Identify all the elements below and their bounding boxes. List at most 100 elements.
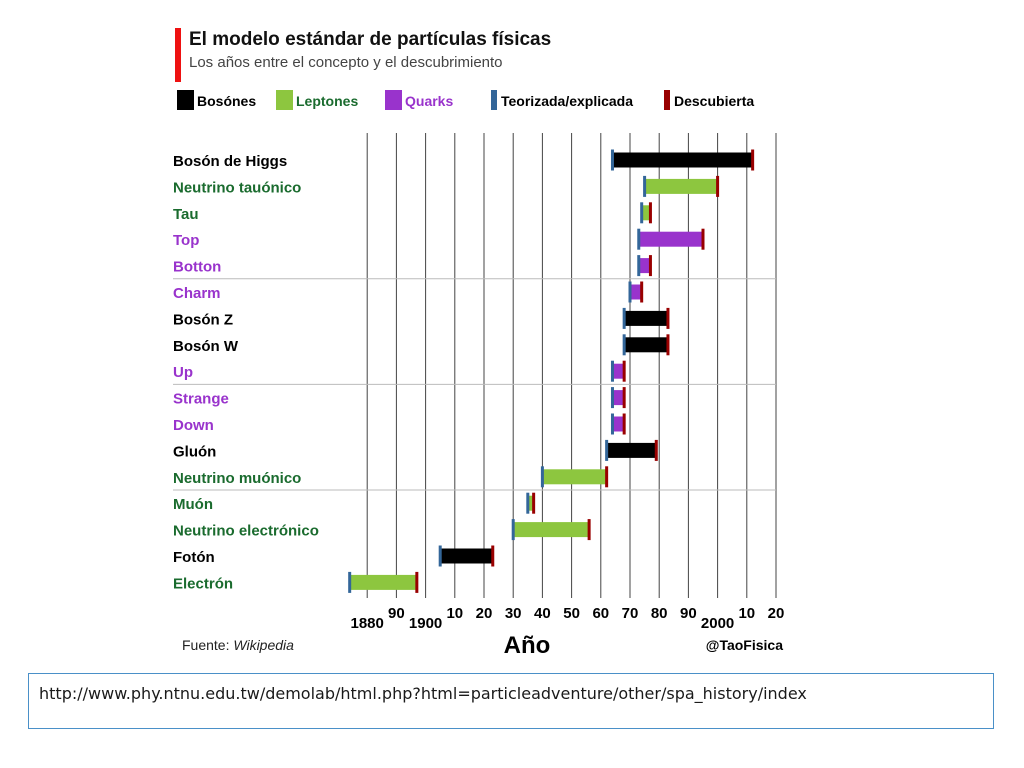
- x-axis-label: Año: [504, 632, 551, 659]
- discovered-marker-4: [648, 255, 652, 277]
- discovered-marker-15: [491, 545, 495, 567]
- x-tick-label-8: 60: [592, 605, 609, 622]
- legend-label-4: Descubierta: [674, 93, 754, 109]
- discovered-marker-5: [640, 281, 644, 303]
- row-label-14: Neutrino electrónico: [173, 523, 319, 540]
- x-tick-label-9: 70: [622, 605, 639, 622]
- discovered-marker-9: [622, 387, 626, 409]
- bar-0: [612, 152, 753, 168]
- discovered-marker-16: [415, 571, 419, 593]
- row-label-7: Bosón W: [173, 338, 239, 355]
- legend-swatch-0: [177, 90, 194, 110]
- discovered-marker-1: [716, 175, 720, 197]
- theorized-marker-1: [643, 175, 647, 197]
- credit-label: @TaoFisica: [706, 637, 783, 653]
- title-accent-bar: [175, 28, 181, 82]
- legend-marker-4: [664, 90, 670, 110]
- x-tick-label-6: 40: [534, 605, 551, 622]
- chart-subtitle: Los años entre el concepto y el descubri…: [189, 54, 503, 71]
- row-label-15: Fotón: [173, 549, 215, 566]
- row-label-8: Up: [173, 364, 193, 381]
- theorized-marker-9: [610, 387, 614, 409]
- bar-3: [638, 231, 703, 247]
- bar-6: [624, 310, 668, 326]
- legend-label-3: Teorizada/explicada: [501, 93, 633, 109]
- theorized-marker-13: [526, 492, 530, 514]
- bar-14: [513, 522, 590, 538]
- bar-5: [630, 284, 642, 300]
- bar-15: [440, 548, 493, 564]
- legend-swatch-1: [276, 90, 293, 110]
- x-tick-label-2: 1900: [409, 615, 442, 632]
- bar-11: [606, 442, 657, 458]
- discovered-marker-7: [666, 334, 670, 356]
- bar-16: [349, 574, 417, 590]
- particle-timeline-chart: El modelo estándar de partículas físicas…: [173, 28, 785, 659]
- x-tick-label-1: 90: [388, 605, 405, 622]
- discovered-marker-13: [532, 492, 536, 514]
- row-label-1: Neutrino tauónico: [173, 179, 301, 196]
- source-url[interactable]: http://www.phy.ntnu.edu.tw/demolab/html.…: [39, 684, 807, 703]
- x-tick-label-0: 1880: [351, 615, 384, 632]
- discovered-marker-10: [622, 413, 626, 435]
- theorized-marker-16: [348, 571, 352, 593]
- chart-title: El modelo estándar de partículas físicas: [189, 29, 551, 50]
- row-label-0: Bosón de Higgs: [173, 153, 287, 170]
- theorized-marker-0: [610, 149, 614, 171]
- x-tick-label-12: 2000: [701, 615, 734, 632]
- x-tick-label-10: 80: [651, 605, 668, 622]
- theorized-marker-10: [610, 413, 614, 435]
- bar-7: [624, 337, 668, 353]
- discovered-marker-8: [622, 360, 626, 382]
- discovered-marker-6: [666, 307, 670, 329]
- bar-8: [612, 363, 625, 379]
- legend-label-0: Bosónes: [197, 93, 256, 109]
- x-tick-label-4: 20: [476, 605, 493, 622]
- discovered-marker-0: [751, 149, 755, 171]
- row-label-13: Muón: [173, 496, 213, 513]
- bar-2: [641, 205, 651, 221]
- row-label-12: Neutrino muónico: [173, 470, 301, 487]
- x-tick-label-7: 50: [563, 605, 580, 622]
- legend-swatch-2: [385, 90, 402, 110]
- discovered-marker-12: [605, 466, 609, 488]
- row-label-10: Down: [173, 417, 214, 434]
- theorized-marker-6: [622, 307, 626, 329]
- bar-13: [527, 495, 534, 511]
- bar-4: [638, 258, 651, 274]
- theorized-marker-7: [622, 334, 626, 356]
- x-tick-label-5: 30: [505, 605, 522, 622]
- theorized-marker-2: [640, 202, 644, 224]
- theorized-marker-11: [605, 439, 609, 461]
- theorized-marker-14: [511, 519, 515, 541]
- theorized-marker-15: [438, 545, 442, 567]
- row-label-16: Electrón: [173, 575, 233, 592]
- bar-9: [612, 390, 625, 406]
- x-tick-label-14: 20: [768, 605, 785, 622]
- row-label-3: Top: [173, 232, 199, 249]
- discovered-marker-11: [654, 439, 658, 461]
- theorized-marker-3: [637, 228, 641, 250]
- theorized-marker-8: [610, 360, 614, 382]
- theorized-marker-12: [540, 466, 544, 488]
- x-tick-label-13: 10: [738, 605, 755, 622]
- row-label-9: Strange: [173, 391, 229, 408]
- legend-label-2: Quarks: [405, 93, 453, 109]
- row-label-4: Botton: [173, 259, 221, 276]
- row-label-5: Charm: [173, 285, 221, 302]
- x-tick-label-11: 90: [680, 605, 697, 622]
- theorized-marker-5: [628, 281, 632, 303]
- row-label-11: Gluón: [173, 443, 216, 460]
- x-tick-label-3: 10: [446, 605, 463, 622]
- bar-1: [644, 178, 718, 194]
- legend-label-1: Leptones: [296, 93, 358, 109]
- row-label-6: Bosón Z: [173, 311, 233, 328]
- bar-10: [612, 416, 625, 432]
- source-url-box: http://www.phy.ntnu.edu.tw/demolab/html.…: [28, 673, 994, 729]
- discovered-marker-3: [701, 228, 705, 250]
- row-label-2: Tau: [173, 206, 199, 223]
- discovered-marker-14: [587, 519, 591, 541]
- source-label: Fuente: Wikipedia: [182, 637, 294, 653]
- bar-12: [542, 469, 607, 485]
- legend-marker-3: [491, 90, 497, 110]
